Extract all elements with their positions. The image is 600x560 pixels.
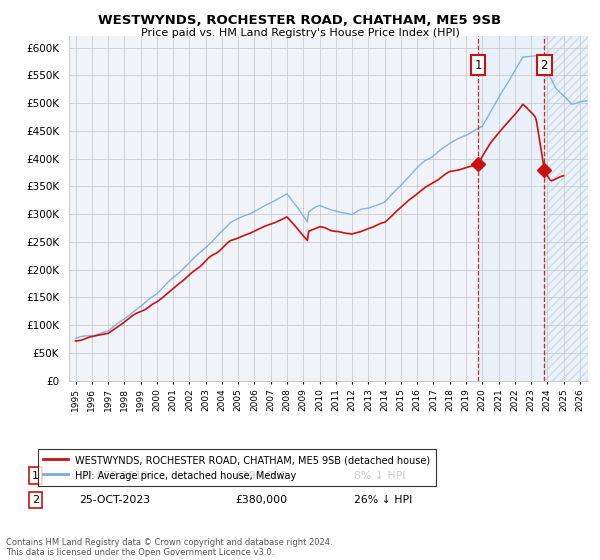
Text: £390,000: £390,000	[235, 470, 287, 480]
Text: 27-SEP-2019: 27-SEP-2019	[79, 470, 149, 480]
Text: 1: 1	[474, 59, 482, 72]
Bar	[478, 36, 544, 381]
Text: 8% ↓ HPI: 8% ↓ HPI	[355, 470, 406, 480]
Text: Price paid vs. HM Land Registry's House Price Index (HPI): Price paid vs. HM Land Registry's House …	[140, 28, 460, 38]
Text: Contains HM Land Registry data © Crown copyright and database right 2024.
This d: Contains HM Land Registry data © Crown c…	[6, 538, 332, 557]
Text: 2: 2	[541, 59, 548, 72]
Text: WESTWYNDS, ROCHESTER ROAD, CHATHAM, ME5 9SB: WESTWYNDS, ROCHESTER ROAD, CHATHAM, ME5 …	[98, 14, 502, 27]
Bar	[544, 36, 588, 381]
Text: £380,000: £380,000	[235, 494, 287, 505]
Bar	[544, 36, 588, 381]
Text: 1: 1	[32, 470, 39, 480]
Legend: WESTWYNDS, ROCHESTER ROAD, CHATHAM, ME5 9SB (detached house), HPI: Average price: WESTWYNDS, ROCHESTER ROAD, CHATHAM, ME5 …	[38, 449, 436, 487]
Text: 25-OCT-2023: 25-OCT-2023	[79, 494, 151, 505]
Text: 2: 2	[32, 494, 39, 505]
Text: 26% ↓ HPI: 26% ↓ HPI	[355, 494, 413, 505]
